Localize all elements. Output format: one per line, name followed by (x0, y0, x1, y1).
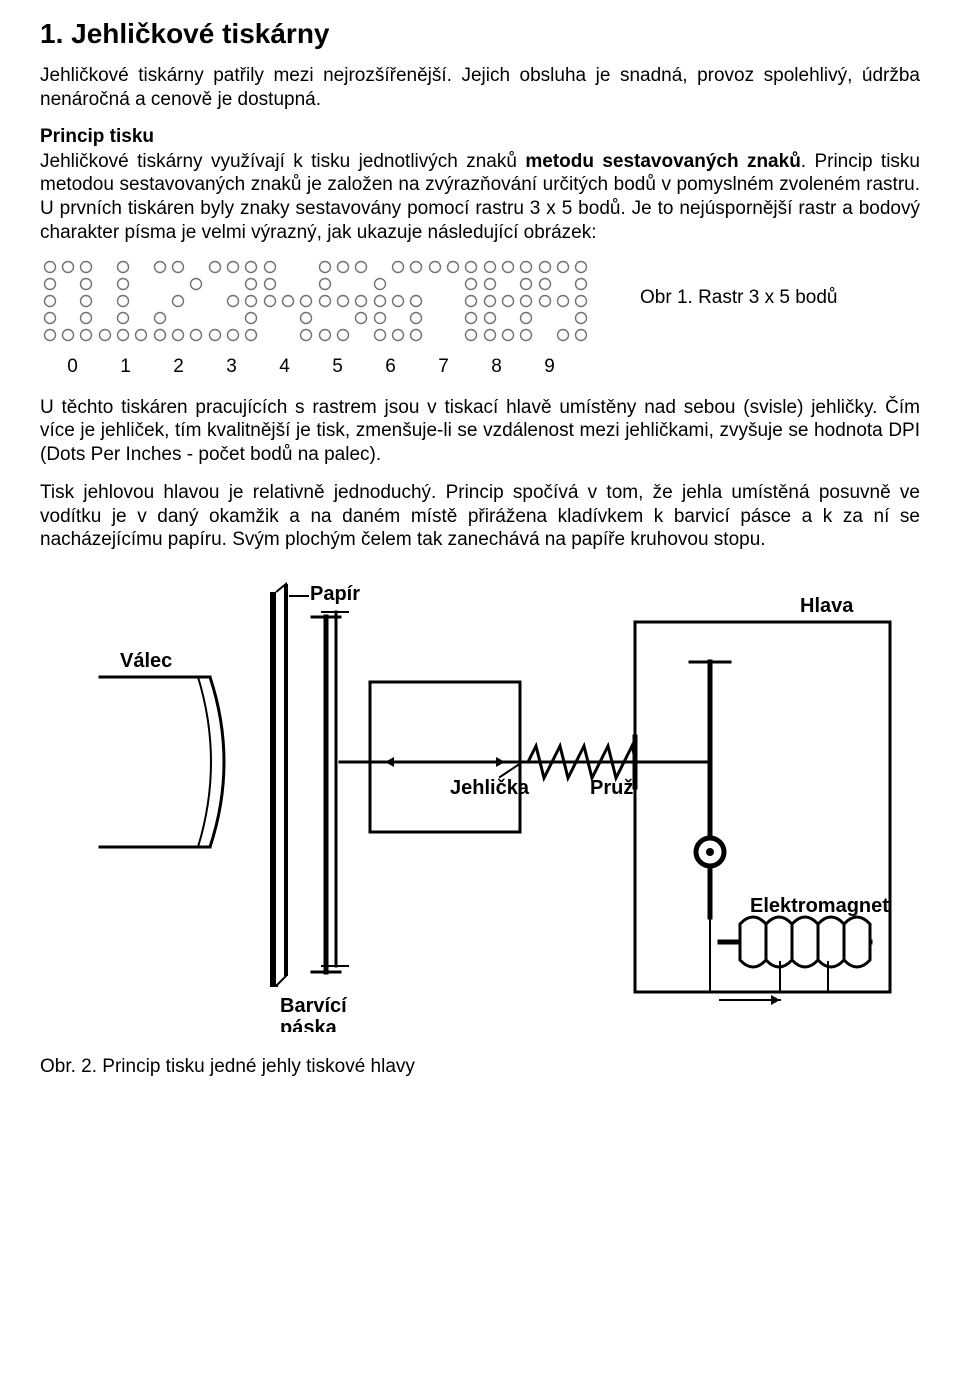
raster-digit-label: 6 (364, 356, 417, 378)
raster-digit-labels: 0123456789 (46, 356, 600, 378)
raster-digit-label: 4 (258, 356, 311, 378)
paragraph-mechanism: Tisk jehlovou hlavou je relativně jednod… (40, 481, 920, 552)
raster-digit-label: 9 (523, 356, 576, 378)
svg-text:Elektromagnet: Elektromagnet (750, 895, 889, 917)
figure-2-caption: Obr. 2. Princip tisku jedné jehly tiskov… (40, 1056, 920, 1078)
raster-digit-label: 8 (470, 356, 523, 378)
princip-lead: Jehličkové tiskárny využívají k tisku je… (40, 151, 525, 172)
raster-digit-label: 3 (205, 356, 258, 378)
princip-bold: metodu sestavovaných znaků (525, 151, 800, 172)
printer-mechanism-diagram: VálecPapírBarvícípáskaJehličkaPružinaHla… (80, 562, 920, 1032)
raster-digit-label: 0 (46, 356, 99, 378)
raster-svg-wrap: 0123456789 (40, 259, 600, 388)
page-title: 1. Jehličkové tiskárny (40, 18, 920, 50)
figure-2: VálecPapírBarvícípáskaJehličkaPružinaHla… (80, 562, 920, 1032)
raster-digit-label: 1 (99, 356, 152, 378)
svg-text:páska: páska (280, 1017, 338, 1032)
figure-1: 0123456789 Obr 1. Rastr 3 x 5 bodů (40, 259, 920, 388)
raster-digit-label: 7 (417, 356, 470, 378)
paragraph-intro: Jehličkové tiskárny patřily mezi nejrozš… (40, 64, 920, 112)
raster-dot-matrix (40, 259, 600, 354)
page: 1. Jehličkové tiskárny Jehličkové tiskár… (0, 0, 960, 1392)
raster-digit-label: 2 (152, 356, 205, 378)
svg-text:Papír: Papír (310, 583, 360, 605)
svg-text:Válec: Válec (120, 650, 172, 672)
svg-text:Jehlička: Jehlička (450, 777, 530, 799)
svg-text:Barvící: Barvící (280, 995, 348, 1017)
figure-1-caption: Obr 1. Rastr 3 x 5 bodů (640, 287, 838, 309)
raster-digit-label: 5 (311, 356, 364, 378)
svg-text:Hlava: Hlava (800, 595, 854, 617)
paragraph-princip: Jehličkové tiskárny využívají k tisku je… (40, 150, 920, 245)
paragraph-raster: U těchto tiskáren pracujících s rastrem … (40, 396, 920, 467)
subheading-princip: Princip tisku (40, 126, 920, 148)
